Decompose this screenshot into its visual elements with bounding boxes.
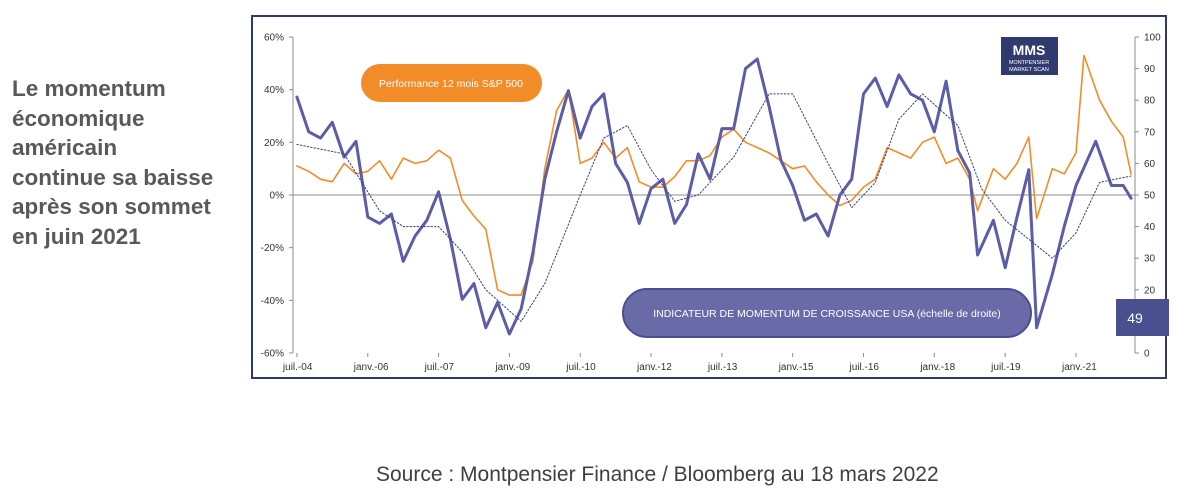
x-tick-label: juil.-07 xyxy=(424,362,455,373)
x-tick-label: janv.-12 xyxy=(636,362,672,373)
left-tick-label: 60% xyxy=(264,33,284,44)
x-tick-label: juil.-04 xyxy=(282,362,313,373)
headline-line: économique xyxy=(12,105,145,131)
headline-line: continue sa baisse xyxy=(12,164,214,190)
headline-line: en juin 2021 xyxy=(12,223,141,249)
right-tick-label: 0 xyxy=(1144,349,1150,360)
axes: 60% 40% 20% 0% -20% -40% -60% 100 90 80 70 60 50 40 30… xyxy=(261,33,1161,374)
series-layer xyxy=(295,54,1133,336)
last-value-text: 49 xyxy=(1127,310,1143,326)
left-tick-label: 20% xyxy=(264,138,284,149)
x-tick-label: juil.-16 xyxy=(849,362,880,373)
sp500-badge: Performance 12 mois S&P 500 xyxy=(361,64,542,102)
left-tick-label: 0% xyxy=(270,191,285,202)
right-tick-label: 20 xyxy=(1144,285,1156,296)
momentum-series-line xyxy=(295,57,1133,336)
right-tick-label: 80 xyxy=(1144,96,1156,107)
right-tick-label: 30 xyxy=(1144,254,1156,265)
right-tick-label: 60 xyxy=(1144,159,1156,170)
sp500-series-line xyxy=(296,54,1132,296)
right-tick-label: 50 xyxy=(1144,191,1156,202)
headline-line: après son sommet xyxy=(12,194,211,219)
x-tick-label: janv.-15 xyxy=(778,362,814,373)
left-tick-label: -40% xyxy=(261,296,284,307)
mms-logo-box xyxy=(1001,37,1058,75)
left-tick-label: -20% xyxy=(261,243,284,254)
x-tick-label: juil.-10 xyxy=(565,362,596,373)
sp500-badge-label: Performance 12 mois S&P 500 xyxy=(379,78,523,90)
left-tick-label: 40% xyxy=(264,85,284,96)
trend-series-line xyxy=(296,93,1132,322)
right-tick-label: 90 xyxy=(1144,64,1156,75)
mms-logo: MMS MONTPENSIER MARKET SCAN xyxy=(1001,37,1058,75)
indicator-badge: INDICATEUR DE MOMENTUM DE CROISSANCE USA… xyxy=(622,288,1032,338)
x-tick-label: juil.-13 xyxy=(707,362,738,373)
last-value-shape xyxy=(1116,299,1169,336)
indicator-badge-shape xyxy=(622,288,1032,338)
right-tick-label: 70 xyxy=(1144,127,1156,138)
mms-logo-sub2: MARKET SCAN xyxy=(1009,67,1049,73)
right-tick-label: 40 xyxy=(1144,222,1156,233)
x-tick-label: janv.-21 xyxy=(1061,362,1097,373)
sp500-badge-shape xyxy=(361,64,542,102)
indicator-badge-label: INDICATEUR DE MOMENTUM DE CROISSANCE USA… xyxy=(653,308,1001,320)
chart-panel: 60% 40% 20% 0% -20% -40% -60% 100 90 80 70 60 50 40 30… xyxy=(251,15,1169,379)
x-tick-label: janv.-09 xyxy=(494,362,530,373)
source-caption: Source : Montpensier Finance / Bloomberg… xyxy=(376,463,939,486)
headline-line: Le momentum xyxy=(12,76,166,101)
mms-logo-sub1: MONTPENSIER xyxy=(1009,60,1049,66)
chart: 60% 40% 20% 0% -20% -40% -60% 100 90 80 70 60 50 40 30… xyxy=(261,33,1169,374)
headline: Le momentum économique américain continu… xyxy=(12,74,244,251)
right-tick-label: 100 xyxy=(1144,33,1161,44)
left-tick-label: -60% xyxy=(261,349,284,360)
headline-line: américain xyxy=(12,135,118,160)
x-tick-label: juil.-19 xyxy=(990,362,1021,373)
mms-logo-text: MMS xyxy=(1013,42,1046,58)
last-value-box: 49 xyxy=(1116,299,1169,336)
x-tick-label: janv.-18 xyxy=(919,362,955,373)
x-tick-label: janv.-06 xyxy=(353,362,389,373)
